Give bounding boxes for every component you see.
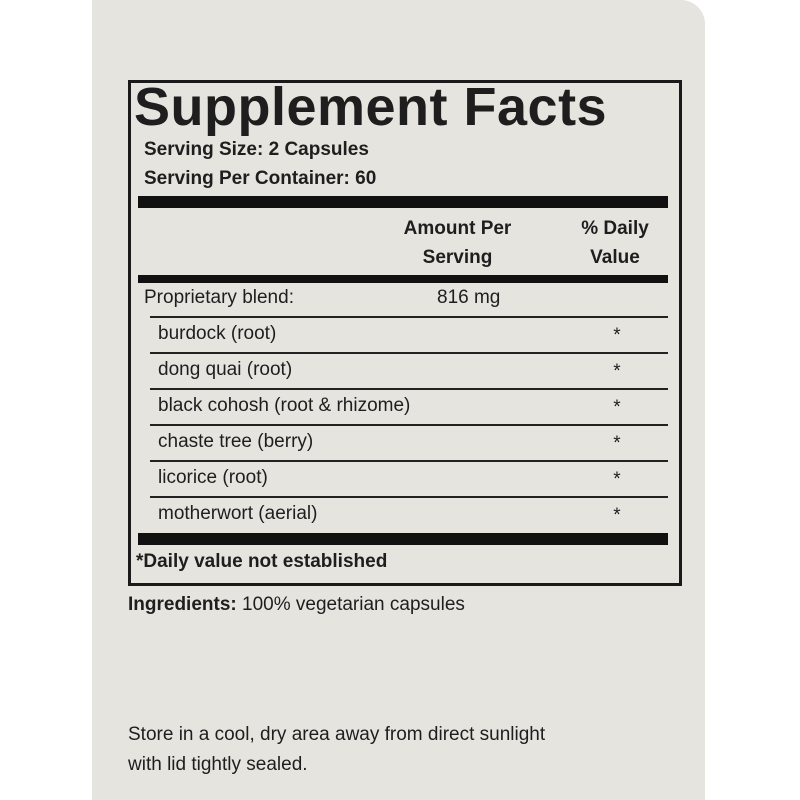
daily-value: * <box>613 361 621 382</box>
divider-bar <box>138 533 668 545</box>
column-header: % Daily Value <box>581 218 649 268</box>
ingredient-name: licorice (root) <box>158 467 268 488</box>
blend-name: Proprietary blend: <box>144 287 294 308</box>
row-rule <box>150 316 668 318</box>
row-rule <box>150 352 668 354</box>
serving-size: Serving Size: 2 Capsules <box>144 139 369 160</box>
row-rule <box>150 424 668 426</box>
title: Supplement Facts <box>134 77 608 137</box>
ingredient-name: burdock (root) <box>158 323 277 344</box>
daily-value: * <box>613 433 621 454</box>
ingredients: Ingredients: 100% vegetarian capsules <box>128 594 465 616</box>
facts-box <box>128 80 682 586</box>
storage-note: Store in a cool, dry area away from dire… <box>128 724 546 775</box>
daily-value: * <box>613 469 621 490</box>
ingredients-text: 100% vegetarian capsules <box>242 594 465 615</box>
divider-bar <box>138 275 668 283</box>
ingredient-name: dong quai (root) <box>158 359 293 380</box>
daily-value: * <box>613 325 621 346</box>
daily-value: * <box>613 397 621 418</box>
blend-amount: 816 mg <box>437 287 501 308</box>
label-paper <box>92 0 705 800</box>
ingredient-name: chaste tree (berry) <box>158 431 314 452</box>
row-rule <box>150 388 668 390</box>
ingredient-name: motherwort (aerial) <box>158 503 318 524</box>
divider-bar <box>138 196 668 208</box>
ingredient-name: black cohosh (root & rhizome) <box>158 395 411 416</box>
daily-value: * <box>613 505 621 526</box>
servings-per-container: Serving Per Container: 60 <box>144 168 377 189</box>
row-rule <box>150 496 668 498</box>
footnote: *Daily value not established <box>136 551 388 572</box>
row-rule <box>150 460 668 462</box>
column-header: Amount Per Serving <box>403 218 512 268</box>
ingredients-label: Ingredients: <box>128 594 237 615</box>
